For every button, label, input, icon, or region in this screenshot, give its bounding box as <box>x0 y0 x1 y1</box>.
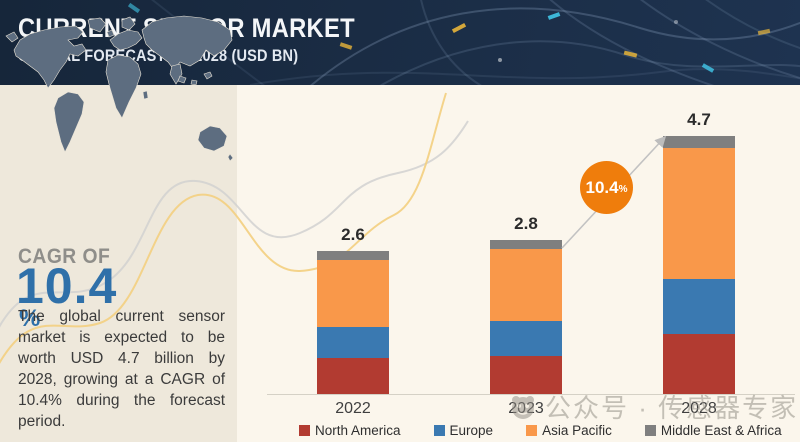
legend-label: Middle East & Africa <box>660 423 782 438</box>
legend-item-asia-pacific: Asia Pacific <box>526 423 612 438</box>
legend-label: North America <box>315 423 401 438</box>
legend-item-europe: Europe <box>433 423 494 438</box>
watermark: 公众号 · 传感器专家网 <box>509 388 800 425</box>
bar-segment-2023-europe <box>490 320 562 356</box>
bar-segment-2022-middle-east-africa <box>317 251 389 260</box>
bar-segment-2023-asia-pacific <box>490 248 562 321</box>
bar-segment-2023-north-america <box>490 355 562 394</box>
bar-segment-2022-europe <box>317 326 389 359</box>
bar-segment-2022-north-america <box>317 358 389 394</box>
bar-total-label: 2.8 <box>514 214 538 233</box>
page-subtitle: GLOBAL FORECAST TO 2028 (USD BN) <box>18 47 299 65</box>
legend-item-north-america: North America <box>299 423 401 438</box>
legend-label: Asia Pacific <box>542 423 612 438</box>
x-axis-line <box>267 394 795 395</box>
cagr-badge-value: 10.4 <box>585 177 619 197</box>
x-axis-label: 2022 <box>335 400 371 417</box>
legend-label: Europe <box>449 423 494 438</box>
legend-swatch <box>299 425 310 436</box>
bar-total-label: 4.7 <box>687 109 711 129</box>
bar-segment-2022-asia-pacific <box>317 259 389 327</box>
legend-swatch <box>526 425 538 436</box>
cagr-growth-badge: 10.4% <box>580 161 633 214</box>
legend-item-middle-east-africa: Middle East & Africa <box>644 423 782 438</box>
legend-swatch <box>644 425 656 436</box>
legend-swatch <box>433 425 445 436</box>
world-map-graphic <box>5 15 234 162</box>
bar-total-label: 2.6 <box>341 225 365 244</box>
bar-segment-2028-middle-east-africa <box>663 135 735 148</box>
cagr-badge-unit: % <box>618 183 628 195</box>
x-axis-label: 2028 <box>681 400 717 417</box>
watermark-logo-icon <box>512 395 534 419</box>
chart-legend: North America Europe Asia Pacific Middle Ea… <box>299 423 782 438</box>
bar-segment-2028-north-america <box>663 334 735 394</box>
bar-segment-2023-middle-east-africa <box>490 240 562 249</box>
bar-segment-2028-asia-pacific <box>663 147 735 280</box>
watermark-text: 公众号 · 传感器专家网 <box>545 393 800 423</box>
bar-segment-2028-europe <box>663 279 735 335</box>
